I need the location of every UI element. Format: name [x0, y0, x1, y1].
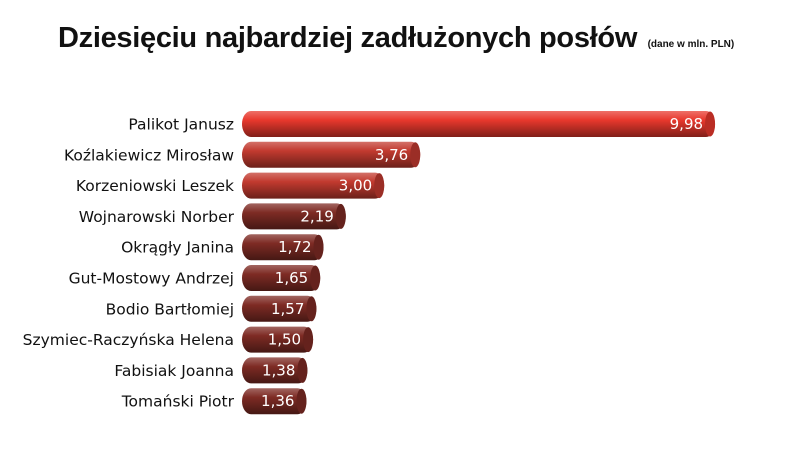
value-label: 1,50 — [268, 331, 301, 349]
value-label: 1,57 — [271, 300, 304, 318]
bar — [242, 203, 346, 230]
value-label: 3,76 — [375, 146, 408, 164]
bar-end-cap — [297, 357, 308, 383]
value-label: 1,36 — [261, 392, 294, 410]
category-label: Palikot Janusz — [128, 116, 234, 134]
chart-title-block: Dziesięciu najbardziej zadłużonych posłó… — [58, 22, 734, 55]
bar — [242, 234, 324, 261]
bar — [242, 326, 314, 353]
value-label: 1,72 — [278, 238, 311, 256]
bars-group: 9,98 3,763,00 2,19 1,72 1,65 1,57 1,50 1,38 1,36 — [242, 111, 716, 415]
category-label: Tomański Piotr — [121, 393, 235, 411]
value-label: 9,98 — [670, 115, 703, 133]
bar-end-cap — [296, 388, 307, 414]
bar — [242, 172, 385, 199]
category-label: Szymiec-Raczyńska Helena — [23, 331, 234, 349]
bar — [242, 357, 308, 384]
bar — [242, 141, 421, 168]
bar — [242, 295, 317, 322]
bar — [242, 111, 716, 137]
value-label: 1,38 — [262, 361, 295, 379]
category-label: Fabisiak Joanna — [114, 362, 234, 380]
category-label: Wojnarowski Norber — [79, 208, 235, 226]
bar-end-cap — [306, 296, 317, 322]
category-label: Gut-Mostowy Andrzej — [69, 270, 234, 288]
chart-title: Dziesięciu najbardziej zadłużonych posłó… — [58, 22, 638, 54]
bar-end-cap — [705, 111, 716, 137]
value-label: 2,19 — [300, 207, 333, 225]
value-label: 1,65 — [275, 269, 308, 287]
bar — [242, 388, 307, 415]
chart-subtitle: (dane w mln. PLN) — [647, 39, 735, 50]
bar-end-cap — [410, 142, 421, 168]
bar-end-cap — [303, 327, 314, 353]
category-label: Bodio Bartłomiej — [106, 300, 234, 318]
category-label: Koźlakiewicz Mirosław — [64, 146, 234, 164]
bar-end-cap — [335, 203, 346, 229]
category-label: Okrągły Janina — [121, 239, 234, 257]
bar-end-cap — [313, 234, 324, 260]
bar-end-cap — [374, 173, 385, 199]
bar-end-cap — [310, 265, 321, 291]
bar — [242, 265, 321, 291]
value-label: 3,00 — [339, 177, 372, 195]
category-labels-group: Palikot Janusz Koźlakiewicz Mirosław Korze… — [23, 116, 235, 411]
category-label: Korzeniowski Leszek — [76, 177, 234, 195]
